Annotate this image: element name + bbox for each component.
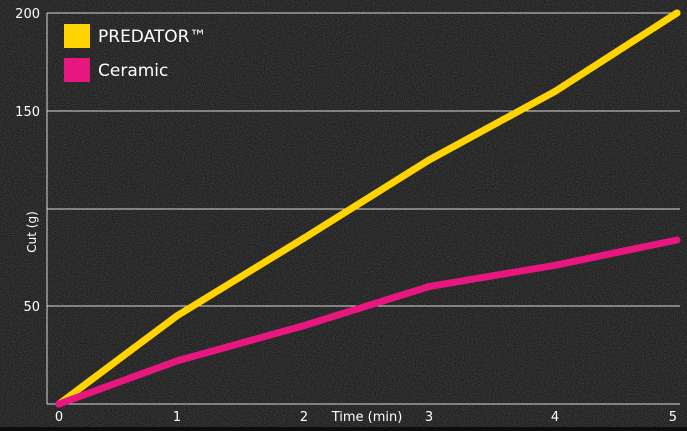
data-point [173,357,181,365]
series-line-ceramic [55,236,681,408]
x-tick-label: 2 [300,410,308,425]
x-tick-label: 3 [425,410,433,425]
data-point [551,261,559,269]
x-tick-label: 5 [669,410,677,425]
data-point [55,400,63,408]
y-tick-label: 50 [23,300,40,315]
data-point [300,322,308,330]
data-point [425,156,433,164]
x-tick-label: 0 [55,410,63,425]
legend-swatch [64,58,90,82]
x-axis-title: Time (min) [331,410,403,425]
data-point [551,87,559,95]
series-layer [55,9,681,408]
axis-layer: 50 150 200 0 1 2 3 4 5 Time (min) Cut (g) [15,7,677,425]
legend-label: PREDATOR™ [98,27,206,47]
data-point [300,234,308,242]
data-point [673,9,681,17]
legend-swatch [64,24,90,48]
series-line-predator [55,9,681,408]
data-point [173,312,181,320]
x-tick-label: 1 [173,410,181,425]
legend-label: Ceramic [98,61,168,81]
x-tick-label: 4 [551,410,559,425]
y-axis-title: Cut (g) [25,211,39,252]
data-point [425,283,433,291]
legend: PREDATOR™ Ceramic [64,24,206,82]
data-point [673,236,681,244]
y-tick-label: 200 [15,7,40,22]
y-tick-label: 150 [15,105,40,120]
